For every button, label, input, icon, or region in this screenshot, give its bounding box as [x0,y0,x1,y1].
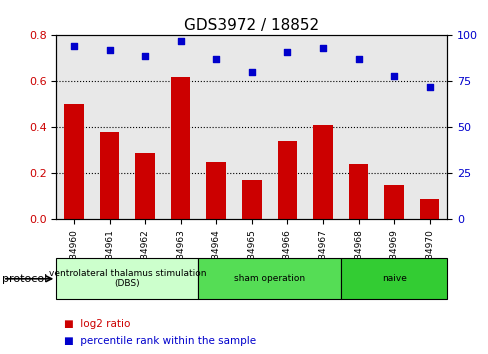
Bar [56,258,198,299]
Point [318,45,326,51]
Text: ■  percentile rank within the sample: ■ percentile rank within the sample [63,336,255,346]
Text: sham operation: sham operation [234,274,305,283]
Bar [198,258,340,299]
Point [70,44,78,49]
Bar [206,162,225,219]
Text: protocol: protocol [2,274,48,284]
Bar [242,181,261,219]
Point [354,57,362,62]
Bar [100,132,119,219]
Bar [171,77,190,219]
Bar [340,258,447,299]
Point [212,57,220,62]
Point [141,53,149,58]
Title: GDS3972 / 18852: GDS3972 / 18852 [184,18,319,33]
Bar [64,104,83,219]
Point [105,47,113,53]
Bar [312,125,332,219]
Bar [384,185,403,219]
Bar [135,153,155,219]
Point [425,84,433,90]
Bar [348,164,367,219]
Bar [277,141,297,219]
Point [283,49,291,55]
Bar [419,199,439,219]
Text: ■  log2 ratio: ■ log2 ratio [63,319,130,329]
Point [247,69,255,75]
Text: ventrolateral thalamus stimulation
(DBS): ventrolateral thalamus stimulation (DBS) [48,269,205,289]
Text: naive: naive [381,274,406,283]
Point [389,73,397,79]
Point [177,38,184,44]
